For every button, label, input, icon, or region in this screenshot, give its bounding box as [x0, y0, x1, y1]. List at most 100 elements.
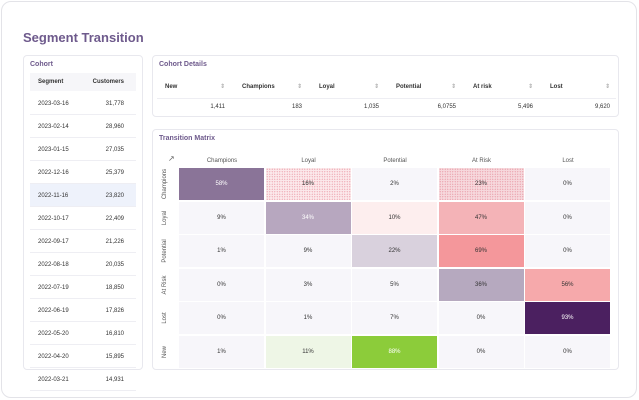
- details-column-header-loyal[interactable]: Loyal ⇕: [311, 76, 385, 99]
- cohort-row[interactable]: 2022-09-17 21,226: [30, 230, 136, 253]
- details-column-label: New: [165, 84, 178, 90]
- matrix-cell[interactable]: 56%: [525, 268, 610, 301]
- cohort-customers-cell: 15,895: [105, 354, 124, 360]
- matrix-row-label: Lost: [162, 312, 168, 324]
- cohort-row[interactable]: 2022-10-17 22,409: [30, 207, 136, 230]
- matrix-cell[interactable]: 1%: [179, 235, 264, 267]
- matrix-cell[interactable]: 88%: [352, 335, 437, 368]
- matrix-cell[interactable]: 1%: [265, 302, 351, 334]
- sort-updown-icon[interactable]: ⇕: [373, 84, 379, 90]
- details-value-cell: 6,0755: [437, 104, 456, 110]
- cohort-customers-cell: 27,035: [105, 147, 124, 153]
- cohort-row[interactable]: 2022-06-19 17,826: [30, 299, 136, 322]
- details-column-label: Loyal: [319, 84, 335, 90]
- cohort-segment-cell: 2023-03-16: [38, 101, 69, 107]
- matrix-cell[interactable]: 0%: [438, 302, 524, 334]
- matrix-cell[interactable]: 3%: [265, 268, 351, 301]
- details-value-cell: 1,411: [210, 104, 225, 110]
- cohort-customers-cell: 25,379: [105, 170, 124, 176]
- transition-matrix-panel: Transition Matrix ↗ Champions Loyal Potent…: [152, 129, 619, 370]
- matrix-cell[interactable]: 1%: [179, 335, 264, 368]
- matrix-cell[interactable]: 47%: [438, 201, 524, 234]
- matrix-cell[interactable]: 11%: [265, 335, 351, 368]
- matrix-cell[interactable]: 16%: [265, 168, 351, 200]
- matrix-cell[interactable]: 2%: [352, 168, 437, 200]
- cohort-details-panel: Cohort Details New ⇕ Champions ⇕ Loyal ⇕ Poten…: [152, 55, 619, 117]
- cohort-row[interactable]: 2023-02-14 28,960: [30, 115, 136, 138]
- details-column-label: Potential: [396, 84, 422, 90]
- matrix-cell[interactable]: 22%: [352, 235, 437, 267]
- matrix-cell[interactable]: 0%: [438, 335, 524, 368]
- details-value-cell: 5,496: [517, 104, 533, 110]
- cohort-customers-cell: 22,409: [105, 216, 124, 222]
- matrix-cell[interactable]: 34%: [265, 201, 351, 234]
- sort-updown-icon[interactable]: ⇕: [527, 84, 533, 90]
- cohort-customers-cell: 28,960: [105, 124, 124, 130]
- matrix-cell[interactable]: 58%: [179, 168, 264, 200]
- details-column-header-new[interactable]: New ⇕: [157, 76, 231, 99]
- details-value-cell: 183: [291, 104, 302, 110]
- cohort-customers-cell: 17,826: [105, 308, 124, 314]
- matrix-cell[interactable]: 0%: [179, 302, 264, 334]
- cohort-row[interactable]: 2022-05-20 16,810: [30, 322, 136, 345]
- matrix-column-label: At Risk: [471, 158, 491, 164]
- cohort-segment-cell: 2022-08-18: [38, 262, 69, 268]
- cohort-customers-cell: 31,778: [105, 101, 124, 107]
- matrix-cell[interactable]: 5%: [352, 268, 437, 301]
- matrix-column-label: Potential: [383, 158, 407, 164]
- matrix-cell[interactable]: 9%: [179, 201, 264, 234]
- cohort-customers-cell: 18,850: [105, 285, 124, 291]
- segment-column-header[interactable]: Segment: [38, 79, 64, 85]
- cohort-row[interactable]: 2023-03-16 31,778: [30, 92, 136, 115]
- matrix-cell[interactable]: 0%: [179, 268, 264, 301]
- details-column-header-lost[interactable]: Lost ⇕: [542, 76, 616, 99]
- matrix-cell[interactable]: 9%: [265, 235, 351, 267]
- matrix-cell[interactable]: 0%: [525, 201, 610, 234]
- cohort-segment-cell: 2022-05-20: [38, 331, 69, 337]
- cohort-segment-cell: 2022-12-16: [38, 170, 69, 176]
- details-column-header-at-risk[interactable]: At risk ⇕: [465, 76, 539, 99]
- matrix-cell[interactable]: 10%: [352, 201, 437, 234]
- matrix-cell[interactable]: 23%: [438, 168, 524, 200]
- details-column-header-potential[interactable]: Potential ⇕: [388, 76, 462, 99]
- cohort-customers-cell: 16,810: [105, 331, 124, 337]
- details-column-label: Champions: [242, 84, 275, 90]
- cohort-segment-cell: 2023-01-15: [38, 147, 69, 153]
- cohort-segment-cell: 2023-02-14: [38, 124, 69, 130]
- sort-updown-icon[interactable]: ⇕: [604, 84, 610, 90]
- matrix-cell[interactable]: 36%: [438, 268, 524, 301]
- sort-updown-icon[interactable]: ⇕: [450, 84, 456, 90]
- matrix-column-label: Loyal: [301, 158, 316, 164]
- cohort-row[interactable]: 2022-12-16 25,379: [30, 161, 136, 184]
- sort-updown-icon[interactable]: ⇕: [219, 84, 225, 90]
- cohort-details-values: 1,411 183 1,035 6,0755 5,496 9,620: [157, 99, 616, 115]
- cohort-details-title: Cohort Details: [159, 61, 207, 68]
- cohort-row[interactable]: 2022-08-18 20,035: [30, 253, 136, 276]
- matrix-cell[interactable]: 0%: [525, 335, 610, 368]
- matrix-row-label: Potential: [162, 239, 168, 263]
- sort-updown-icon[interactable]: ⇕: [296, 84, 302, 90]
- cohort-panel: Cohort Segment Customers 2023-03-16 31,77…: [23, 55, 143, 391]
- matrix-column-label: Champions: [206, 158, 238, 164]
- cohort-row[interactable]: 2023-01-15 27,035: [30, 138, 136, 161]
- customers-column-header[interactable]: Customers: [92, 79, 124, 85]
- details-column-header-champions[interactable]: Champions ⇕: [234, 76, 308, 99]
- cohort-row[interactable]: 2022-03-21 14,931: [30, 368, 136, 391]
- cohort-row[interactable]: 2022-11-16 23,820: [30, 184, 136, 207]
- cohort-table-header: Segment Customers: [30, 73, 136, 91]
- matrix-row-label: At Risk: [162, 274, 168, 295]
- page-title: Segment Transition: [23, 30, 144, 45]
- cohort-customers-cell: 20,035: [105, 262, 124, 268]
- cohort-customers-cell: 21,226: [105, 239, 124, 245]
- cohort-panel-title: Cohort: [30, 61, 53, 68]
- matrix-cell[interactable]: 93%: [525, 302, 610, 334]
- cohort-row[interactable]: 2022-07-19 18,850: [30, 276, 136, 299]
- matrix-cell[interactable]: 7%: [352, 302, 437, 334]
- cohort-segment-cell: 2022-10-17: [38, 216, 69, 222]
- cohort-row[interactable]: 2022-04-20 15,895: [30, 345, 136, 368]
- matrix-cell[interactable]: 0%: [525, 168, 610, 200]
- matrix-cell[interactable]: 69%: [438, 235, 524, 267]
- matrix-cell[interactable]: 0%: [525, 235, 610, 267]
- matrix-row-label: Loyal: [162, 210, 168, 225]
